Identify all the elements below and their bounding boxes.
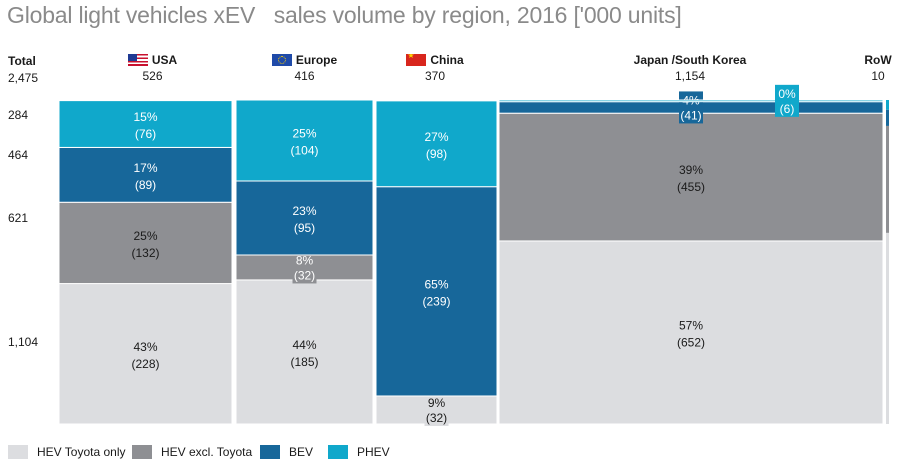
legend-item-bev: BEV: [260, 445, 313, 459]
callout-box-europe-hev-excl-toyota: [292, 251, 317, 284]
data-label-value-usa-bev: (89): [135, 178, 156, 192]
region-name: Japan /South Korea: [633, 53, 747, 67]
data-label-value-china-hev-toyota-only: (32): [426, 411, 447, 425]
callout-box-japan-south-korea-bev: [679, 91, 703, 124]
region-volume: 370: [424, 69, 446, 83]
data-label-value-usa-phev: (76): [135, 127, 156, 141]
segment-japan-south-korea-hev-excl-toyota: [498, 112, 884, 242]
region-volume: 1,154: [674, 69, 706, 83]
data-label-pct-usa-bev: 17%: [133, 161, 157, 175]
data-label-value-europe-phev: (104): [290, 144, 318, 158]
data-label-pct-europe-hev-excl-toyota: 8%: [296, 253, 314, 267]
legend-label: HEV excl. Toyota: [161, 445, 253, 459]
legend-swatch: [328, 445, 348, 459]
segment-europe-bev: [235, 180, 374, 256]
legend-swatch: [132, 445, 152, 459]
legend-swatch: [260, 445, 280, 459]
segment-china-bev: [375, 186, 498, 397]
data-label-pct-europe-hev-toyota-only: 44%: [292, 338, 316, 352]
legend-item-phev: PHEV: [328, 445, 390, 459]
segment-china-phev: [375, 100, 498, 188]
callout-box-japan-south-korea-phev: [775, 84, 799, 117]
legend-swatch: [8, 445, 28, 459]
region-header-japan-south-korea: Japan /South Korea 1,154: [620, 53, 760, 83]
usa-flag-icon: [127, 54, 148, 66]
region-name: China: [430, 53, 464, 67]
region-volume: 526: [142, 69, 163, 83]
eu-flag-icon: [271, 54, 292, 66]
data-label-pct-china-phev: 27%: [424, 130, 448, 144]
data-label-value-europe-hev-toyota-only: (185): [290, 355, 318, 369]
data-label-value-china-phev: (98): [426, 147, 447, 161]
segment-europe-phev: [235, 99, 374, 182]
region-name: RoW: [864, 53, 892, 67]
segment-europe-hev-toyota-only: [235, 279, 374, 425]
region-name: USA: [151, 53, 178, 67]
data-label-value-usa-hev-toyota-only: (228): [131, 357, 159, 371]
region-header-usa: USA 526: [95, 53, 210, 83]
data-label-pct-japan-south-korea-phev: 0%: [778, 87, 796, 101]
segment-row-bev: [886, 109, 889, 126]
region-header-row: RoW 10: [860, 53, 896, 83]
data-label-value-usa-hev-excl-toyota: (132): [131, 246, 159, 260]
region-volume: 10: [871, 69, 885, 83]
segment-usa-bev: [58, 146, 233, 203]
segment-usa-hev-toyota-only: [58, 283, 233, 425]
region-volume: 416: [294, 69, 315, 83]
total-value: 2,475: [8, 71, 39, 85]
callout-box-china-hev-toyota-only: [424, 393, 449, 426]
data-label-pct-europe-phev: 25%: [292, 127, 316, 141]
segment-row-hev-excl-toyota: [886, 125, 889, 233]
china-flag-icon: [406, 54, 427, 66]
region-header-china: China 370: [380, 53, 490, 83]
data-label-pct-usa-phev: 15%: [133, 110, 157, 124]
segment-japan-south-korea-phev: [498, 99, 884, 103]
data-label-pct-china-bev: 65%: [424, 277, 448, 291]
data-label-value-europe-bev: (95): [294, 221, 315, 235]
data-label-pct-china-hev-toyota-only: 9%: [428, 396, 446, 410]
segment-row-hev-toyota-only: [886, 232, 889, 424]
data-label-pct-japan-south-korea-hev-toyota-only: 57%: [679, 318, 703, 332]
data-label-pct-europe-bev: 23%: [292, 204, 316, 218]
region-name: Europe: [295, 53, 338, 67]
data-label-pct-usa-hev-toyota-only: 43%: [133, 340, 157, 354]
chart-title: Global light vehicles xEV sales volume b…: [7, 2, 682, 28]
row-total-hev-toyota: 1,104: [8, 335, 39, 349]
segment-usa-hev-excl-toyota: [58, 201, 233, 285]
row-total-phev: 284: [8, 108, 29, 122]
segment-row-phev: [886, 100, 889, 110]
data-label-value-europe-hev-excl-toyota: (32): [294, 268, 315, 282]
row-total-bev: 464: [8, 148, 29, 162]
legend-label: PHEV: [357, 445, 390, 459]
data-label-value-china-bev: (239): [422, 294, 450, 308]
data-label-value-japan-south-korea-hev-excl-toyota: (455): [677, 180, 705, 194]
total-label: Total: [8, 54, 36, 68]
data-label-pct-usa-hev-excl-toyota: 25%: [133, 229, 157, 243]
segment-usa-phev: [58, 100, 233, 148]
legend-label: BEV: [289, 445, 314, 459]
row-total-hev-excl-toyota: 621: [8, 211, 29, 225]
region-header-europe: Europe 416: [247, 53, 362, 83]
legend-label: HEV Toyota only: [37, 445, 126, 459]
segment-japan-south-korea-hev-toyota-only: [498, 240, 884, 425]
data-label-value-japan-south-korea-phev: (6): [780, 102, 795, 116]
legend-item-hev-excl-toyota: HEV excl. Toyota: [132, 445, 252, 459]
legend-item-hev-toyota-only: HEV Toyota only: [8, 445, 126, 459]
data-label-pct-japan-south-korea-hev-excl-toyota: 39%: [679, 163, 703, 177]
data-label-value-japan-south-korea-bev: (41): [680, 108, 701, 122]
data-label-value-japan-south-korea-hev-toyota-only: (652): [677, 335, 705, 349]
